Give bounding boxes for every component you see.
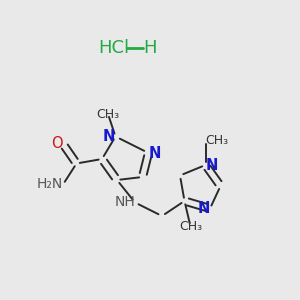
Text: N: N	[103, 129, 116, 144]
Text: CH₃: CH₃	[179, 220, 202, 233]
Text: O: O	[51, 136, 63, 152]
Text: N: N	[148, 146, 161, 160]
Text: CH₃: CH₃	[96, 107, 120, 121]
Text: CH₃: CH₃	[206, 134, 229, 148]
Text: N: N	[206, 158, 218, 172]
Text: HCl: HCl	[98, 39, 130, 57]
Text: NH: NH	[114, 196, 135, 209]
Text: N: N	[198, 201, 210, 216]
Text: H₂N: H₂N	[37, 178, 63, 191]
Text: H: H	[143, 39, 157, 57]
